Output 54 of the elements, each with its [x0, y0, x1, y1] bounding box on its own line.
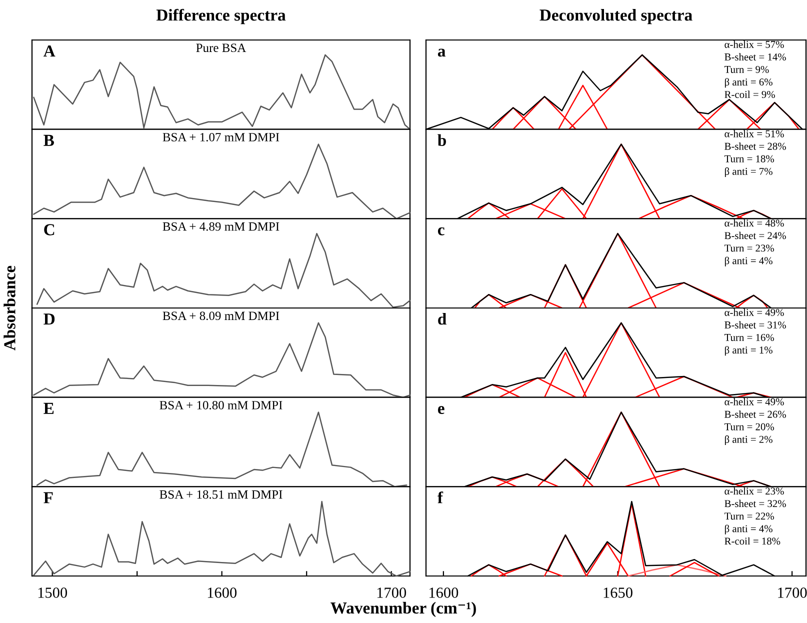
annotation: F [44, 492, 53, 504]
annotation: β anti = 2% [724, 435, 772, 445]
annotation: β anti = 7% [724, 167, 772, 177]
annotation: c [438, 227, 444, 236]
x-tick-label: 1650 [604, 588, 632, 598]
y-axis-title: Absorbance [4, 266, 16, 350]
annotation: e [438, 406, 444, 414]
annotation: β anti = 4% [724, 524, 772, 534]
annotation: d [438, 312, 446, 325]
text: α-helix = 51% [724, 130, 784, 138]
annotation: Turn = 23% [724, 244, 774, 252]
text: α-helix = 57% [724, 40, 784, 48]
annotation: Turn = 18% [724, 155, 774, 162]
chart-subtitle: BSA + 1.07 mM DMPI [162, 132, 280, 142]
annotation: R-coil = 18% [724, 537, 780, 545]
annotation: B-sheet = 32% [724, 500, 786, 508]
annotation: R-coil = 9% [724, 90, 775, 98]
chart-subtitle: BSA + 10.80 mM DMPI [160, 400, 282, 410]
annotation: β anti = 6% [724, 78, 772, 88]
annotation: D [44, 314, 55, 325]
annotation: β anti = 4% [724, 256, 772, 266]
x-axis-title: Wavenumber (cm⁻¹) [330, 602, 476, 618]
annotation: Turn = 9% [724, 66, 769, 74]
annotation: B-sheet = 31% [724, 321, 786, 329]
chart-title: Difference spectra [156, 8, 286, 24]
annotation: B-sheet = 24% [724, 232, 786, 240]
x-tick-label: 1600 [208, 588, 237, 598]
chart-subtitle: BSA + 8.09 mM DMPI [162, 312, 280, 320]
x-tick-label: 1700 [377, 588, 406, 598]
x-tick-label: 1700 [778, 588, 807, 598]
annotation: B-sheet = 28% [724, 142, 786, 150]
annotation: A [44, 46, 56, 57]
text: α-helix = 23% [724, 487, 784, 495]
text: α-helix = 48% [724, 219, 784, 227]
annotation: B-sheet = 26% [724, 410, 786, 418]
annotation: C [44, 224, 54, 236]
annotation: Turn = 16% [724, 334, 774, 342]
x-tick-label: 1600 [429, 588, 458, 598]
chart-subtitle: BSA + 18.51 mM DMPI [160, 490, 282, 499]
annotation: Turn = 20% [724, 423, 774, 430]
chart-title: Deconvoluted spectra [540, 8, 692, 24]
x-tick-label: 1500 [38, 588, 68, 598]
text: α-helix = 49% [724, 398, 784, 406]
annotation: β anti = 1% [724, 346, 772, 356]
annotation: Turn = 22% [724, 512, 774, 520]
chart-subtitle: Pure BSA [196, 44, 246, 52]
annotation: B-sheet = 14% [724, 53, 786, 61]
chart-subtitle: BSA + 4.89 mM DMPI [162, 222, 280, 231]
annotation: a [438, 48, 446, 57]
annotation: f [438, 491, 444, 504]
text: α-helix = 49% [724, 308, 784, 316]
annotation: B [44, 134, 54, 146]
annotation: b [438, 134, 446, 146]
annotation: E [44, 402, 54, 414]
